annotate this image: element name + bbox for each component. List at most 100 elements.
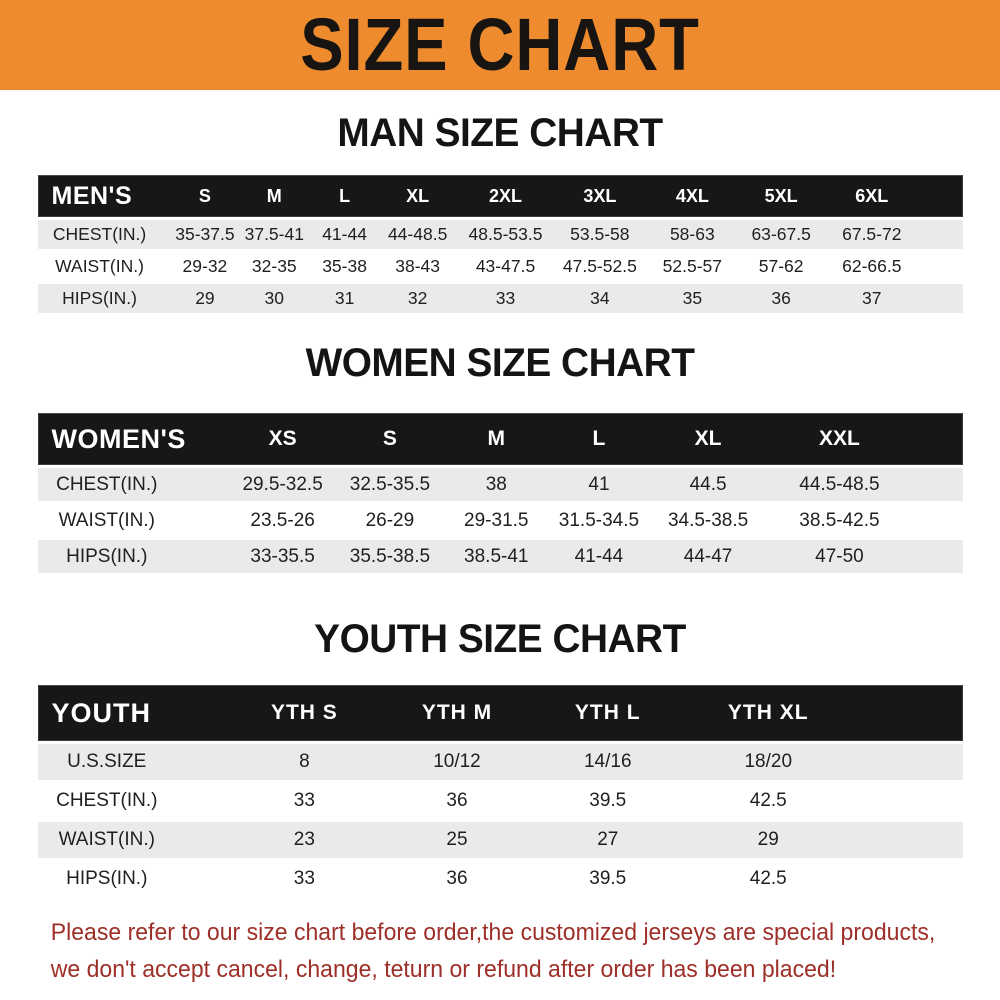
row-label: CHEST(IN.) <box>37 468 229 501</box>
row-label: CHEST(IN.) <box>37 220 172 249</box>
spacer-cell <box>920 220 963 249</box>
table-header-label: YOUTH <box>37 685 229 741</box>
size-value-cell: 36 <box>446 790 468 811</box>
table-header-row: YOUTH YTH S YTH M YTH L YTH XL <box>37 685 963 741</box>
size-value-cell: 37 <box>822 284 921 313</box>
column-header: YTH XL <box>682 685 855 741</box>
column-header: XS <box>228 413 338 465</box>
size-value-cell: 29.5-32.5 <box>228 468 338 501</box>
section-men-size-chart: MAN SIZE CHART MEN'S S M L XL 2XL 3XL 4XL 5XL 6XL C… <box>0 110 1000 316</box>
column-header: XL <box>378 175 457 217</box>
size-value-cell: 38 <box>442 468 550 501</box>
column-header: M <box>442 413 550 465</box>
size-value-cell: 57-62 <box>758 256 804 276</box>
row-label: HIPS(IN.) <box>66 868 148 889</box>
size-value-cell: 39.5 <box>589 868 627 889</box>
size-value-cell: 41-44 <box>549 540 648 573</box>
size-value-cell: 33 <box>456 284 555 313</box>
size-value-cell: 23 <box>228 822 381 858</box>
women-size-table: WOMEN'S XS S M L XL XXL CHEST(IN.) 29.5-32.5 32.5… <box>37 410 963 576</box>
size-value-cell: 26-29 <box>365 509 415 531</box>
column-header: L <box>549 413 648 465</box>
size-value-cell: 29-32 <box>182 256 228 276</box>
size-value-cell: 30 <box>238 284 311 313</box>
spacer-cell <box>920 284 963 313</box>
table-row: WAIST(IN.) 23.5-26 26-29 29-31.5 31.5-34.5 34… <box>38 504 963 537</box>
column-header: 2XL <box>456 175 555 217</box>
column-header: XL <box>647 413 769 465</box>
table-header-label: MEN'S <box>37 175 172 217</box>
size-chart-banner: SIZE CHART <box>0 0 1000 90</box>
size-value-cell: 38-43 <box>395 256 441 276</box>
column-header: XXL <box>768 413 911 465</box>
youth-size-table: YOUTH YTH S YTH M YTH L YTH XL U.S.SIZE 8 10/12… <box>37 682 963 900</box>
size-value-cell: 29 <box>682 822 855 858</box>
size-value-cell: 62-66.5 <box>842 256 902 276</box>
spacer-cell <box>920 175 963 217</box>
spacer-cell <box>921 252 963 281</box>
table-header-row: WOMEN'S XS S M L XL XXL <box>37 413 963 465</box>
section-title: WOMEN SIZE CHART <box>305 341 695 385</box>
column-header: L <box>310 175 379 217</box>
spacer-cell <box>854 744 963 780</box>
size-value-cell: 58-63 <box>645 220 740 249</box>
row-label: HIPS(IN.) <box>37 284 172 313</box>
size-value-cell: 18/20 <box>682 744 855 780</box>
table-row: U.S.SIZE 8 10/12 14/16 18/20 <box>37 744 963 780</box>
size-value-cell: 32-35 <box>251 256 297 276</box>
column-header: 4XL <box>645 175 740 217</box>
size-value-cell: 35-38 <box>322 256 367 276</box>
spacer-cell <box>911 504 963 537</box>
table-row: HIPS(IN.) 33-35.5 35.5-38.5 38.5-41 41-44 44-… <box>37 540 963 573</box>
row-label: U.S.SIZE <box>37 744 229 780</box>
size-value-cell: 38.5-42.5 <box>799 509 880 531</box>
spacer-cell <box>910 540 963 573</box>
size-value-cell: 47-50 <box>768 540 911 573</box>
size-value-cell: 34.5-38.5 <box>667 509 749 531</box>
table-row: WAIST(IN.) 29-32 32-35 35-38 38-43 43-47.5 47.… <box>38 252 963 281</box>
size-value-cell: 44-47 <box>647 540 769 573</box>
table-row: WAIST(IN.) 23 25 27 29 <box>37 822 963 858</box>
size-value-cell: 41 <box>549 468 648 501</box>
table-header-label: WOMEN'S <box>37 413 229 465</box>
size-value-cell: 44.5-48.5 <box>768 468 911 501</box>
row-label: WAIST(IN.) <box>55 256 144 276</box>
size-value-cell: 48.5-53.5 <box>456 220 555 249</box>
column-header: 5XL <box>739 175 823 217</box>
size-value-cell: 39.5 <box>589 790 627 811</box>
banner-title: SIZE CHART <box>300 3 700 86</box>
table-header-row: MEN'S S M L XL 2XL 3XL 4XL 5XL 6XL <box>37 175 963 217</box>
size-value-cell: 36 <box>446 868 468 889</box>
spacer-cell <box>910 468 963 501</box>
footer-line-2: we don't accept cancel, change, teturn o… <box>50 956 837 983</box>
section-youth-size-chart: YOUTH SIZE CHART YOUTH YTH S YTH M YTH L YTH … <box>0 616 1000 900</box>
size-value-cell: 37.5-41 <box>238 220 311 249</box>
column-header: S <box>171 175 239 217</box>
spacer-cell <box>910 413 963 465</box>
row-label: WAIST(IN.) <box>37 822 229 858</box>
size-value-cell: 25 <box>380 822 534 858</box>
table-row: HIPS(IN.) 33 36 39.5 42.5 <box>38 861 963 897</box>
size-value-cell: 8 <box>228 744 381 780</box>
column-header: S <box>337 413 443 465</box>
spacer-cell <box>854 861 962 897</box>
size-value-cell: 33-35.5 <box>228 540 338 573</box>
size-value-cell: 32.5-35.5 <box>337 468 443 501</box>
size-value-cell: 42.5 <box>749 790 787 811</box>
size-value-cell: 23.5-26 <box>250 509 315 531</box>
table-row: HIPS(IN.) 29 30 31 32 33 34 35 36 37 <box>37 284 963 313</box>
size-value-cell: 14/16 <box>533 744 683 780</box>
size-value-cell: 44-48.5 <box>378 220 457 249</box>
size-value-cell: 53.5-58 <box>554 220 646 249</box>
column-header: 6XL <box>822 175 921 217</box>
size-value-cell: 38.5-41 <box>442 540 550 573</box>
spacer-cell <box>854 783 962 819</box>
size-value-cell: 52.5-57 <box>662 256 723 276</box>
footer-note: Please refer to our size chart before or… <box>0 914 940 988</box>
size-value-cell: 32 <box>378 284 457 313</box>
size-value-cell: 33 <box>293 790 315 811</box>
table-row: CHEST(IN.) 33 36 39.5 42.5 <box>38 783 963 819</box>
men-size-table: MEN'S S M L XL 2XL 3XL 4XL 5XL 6XL CHEST(IN.) 35-37… <box>37 172 963 316</box>
row-label: WAIST(IN.) <box>58 509 155 531</box>
size-value-cell: 43-47.5 <box>475 256 536 276</box>
